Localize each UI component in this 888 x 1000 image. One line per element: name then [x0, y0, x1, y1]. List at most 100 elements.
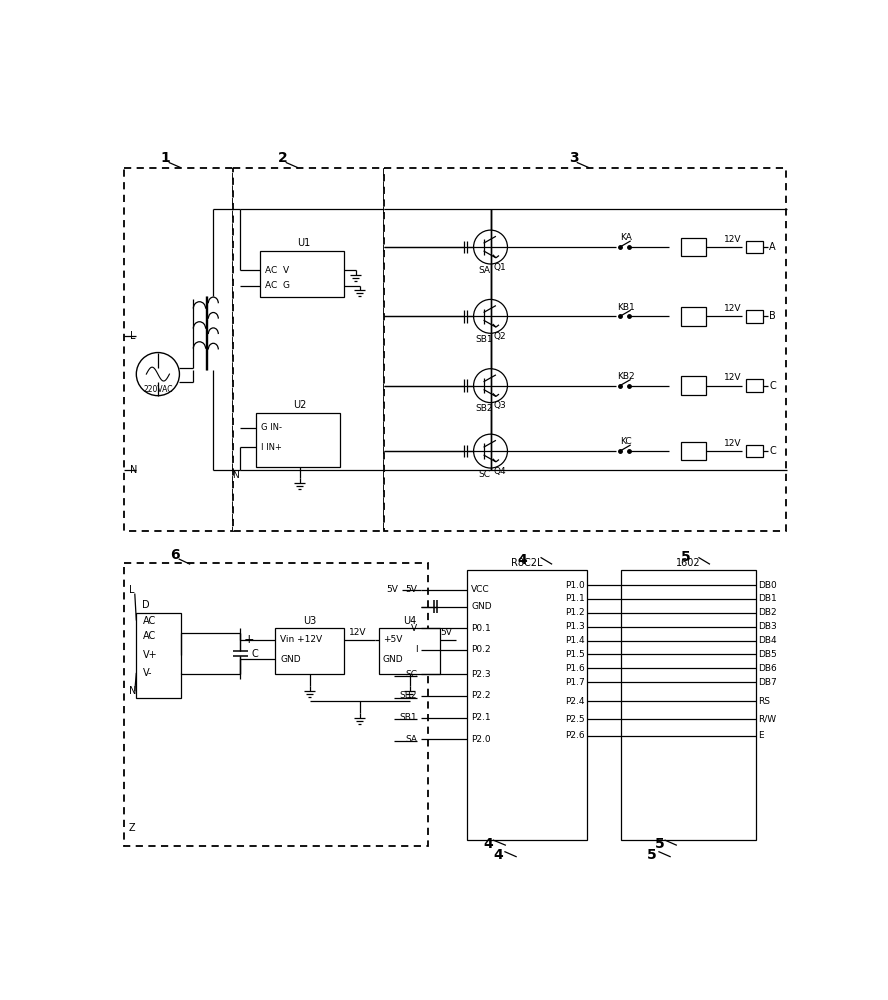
Text: Z: Z [129, 823, 135, 833]
Text: P1.4: P1.4 [565, 636, 584, 645]
Text: 5: 5 [655, 837, 665, 851]
Text: 5V: 5V [406, 585, 417, 594]
Text: AC  G: AC G [265, 281, 289, 290]
Text: DB2: DB2 [758, 608, 777, 617]
Text: P1.3: P1.3 [565, 622, 584, 631]
Text: Q1: Q1 [494, 263, 506, 272]
Text: KB1: KB1 [617, 303, 635, 312]
Text: GND: GND [472, 602, 492, 611]
Bar [467, 570, 587, 840]
Bar [137, 613, 181, 698]
Text: KB2: KB2 [617, 372, 635, 381]
Bar [681, 238, 706, 256]
Bar [746, 379, 763, 392]
Text: I: I [415, 645, 417, 654]
Text: 12V: 12V [724, 235, 741, 244]
Text: P2.5: P2.5 [565, 715, 584, 724]
Bar [622, 570, 757, 840]
Bar [681, 307, 706, 326]
Text: 1: 1 [161, 151, 170, 165]
Text: P1.2: P1.2 [565, 608, 584, 617]
Text: V-: V- [142, 668, 152, 678]
Text: AC  V: AC V [265, 266, 289, 275]
Text: 5V: 5V [386, 585, 398, 594]
Text: P0.2: P0.2 [472, 645, 491, 654]
Text: R/W: R/W [758, 715, 777, 724]
Text: P2.4: P2.4 [565, 697, 584, 706]
Text: 12V: 12V [724, 373, 741, 382]
Text: DB0: DB0 [758, 581, 777, 590]
Text: DB5: DB5 [758, 650, 777, 659]
Text: N: N [129, 686, 136, 696]
Text: +5V: +5V [383, 635, 402, 644]
Text: P2.3: P2.3 [472, 670, 491, 679]
Bar [124, 563, 428, 846]
Text: V: V [411, 624, 417, 633]
Text: SA: SA [479, 266, 490, 275]
Text: P2.2: P2.2 [472, 691, 491, 700]
Text: DB3: DB3 [758, 622, 777, 631]
Bar [259, 251, 345, 297]
Text: GND: GND [281, 654, 301, 664]
Text: 6: 6 [170, 548, 179, 562]
Text: U1: U1 [297, 238, 310, 248]
Text: KC: KC [620, 437, 632, 446]
Bar [681, 376, 706, 395]
Text: RS: RS [758, 697, 771, 706]
Text: P1.0: P1.0 [565, 581, 584, 590]
Text: L: L [131, 331, 136, 341]
Bar [233, 168, 385, 531]
Text: SC: SC [405, 670, 417, 679]
Text: N: N [232, 471, 239, 480]
Text: P1.7: P1.7 [565, 678, 584, 687]
Text: 5: 5 [647, 848, 657, 862]
Text: I IN+: I IN+ [261, 443, 281, 452]
Text: N: N [131, 465, 138, 475]
Text: U2: U2 [293, 400, 306, 410]
Bar [275, 628, 345, 674]
Text: 3: 3 [569, 151, 578, 165]
Text: DB6: DB6 [758, 664, 777, 673]
Text: AC: AC [142, 631, 155, 641]
Text: R8C2L: R8C2L [511, 558, 543, 568]
Text: P1.1: P1.1 [565, 594, 584, 603]
Bar [256, 413, 340, 466]
Text: V+: V+ [142, 650, 157, 660]
Text: Q4: Q4 [494, 467, 506, 476]
Text: C: C [769, 381, 776, 391]
Text: 4: 4 [517, 553, 527, 567]
Text: GND: GND [383, 654, 403, 664]
Text: D: D [142, 600, 150, 610]
Text: 12V: 12V [724, 439, 741, 448]
Text: C: C [769, 446, 776, 456]
Bar [681, 442, 706, 460]
Text: SB2: SB2 [476, 404, 493, 413]
Text: U4: U4 [403, 615, 416, 626]
Text: L: L [129, 585, 134, 595]
Text: DB4: DB4 [758, 636, 777, 645]
Text: SB2: SB2 [400, 691, 417, 700]
Text: P1.5: P1.5 [565, 650, 584, 659]
Text: 12V: 12V [724, 304, 741, 313]
Text: SB1: SB1 [400, 713, 417, 722]
Text: C: C [251, 649, 258, 659]
Text: 5: 5 [681, 550, 691, 564]
Text: AC: AC [142, 615, 155, 626]
Text: 12V: 12V [349, 628, 367, 637]
Text: A: A [769, 242, 776, 252]
Text: 2: 2 [278, 151, 288, 165]
Text: P1.6: P1.6 [565, 664, 584, 673]
Text: P2.1: P2.1 [472, 713, 491, 722]
Text: Vin +12V: Vin +12V [281, 635, 322, 644]
Text: SA: SA [405, 735, 417, 744]
Text: U3: U3 [303, 615, 316, 626]
Text: 1602: 1602 [676, 558, 701, 568]
Bar [746, 241, 763, 253]
Text: 5V: 5V [440, 628, 452, 637]
Text: 220VAC: 220VAC [143, 385, 172, 394]
Text: +: + [244, 633, 255, 646]
Text: DB7: DB7 [758, 678, 777, 687]
Text: P2.0: P2.0 [472, 735, 491, 744]
Bar [379, 628, 440, 674]
Text: G IN-: G IN- [261, 424, 282, 432]
